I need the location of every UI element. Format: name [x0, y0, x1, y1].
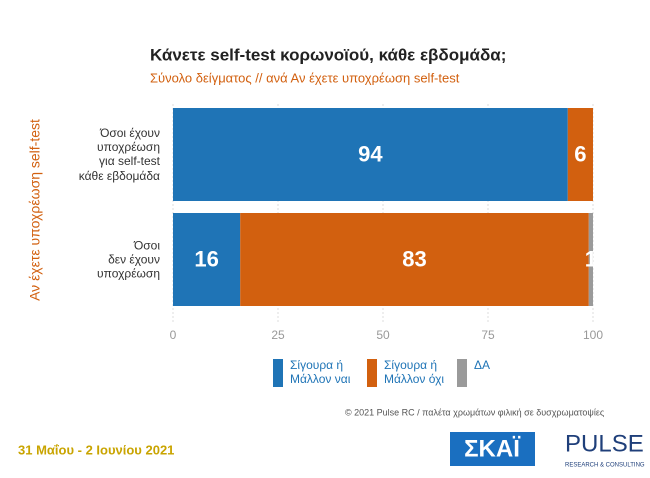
date: 31 Μαΐου - 2 Ιουνίου 2021 — [18, 442, 174, 457]
logo-sub: RESEARCH & CONSULTING — [565, 463, 645, 469]
legend-swatch — [367, 359, 377, 387]
logo-box — [450, 432, 535, 466]
x-tick-label: 0 — [170, 328, 177, 342]
bar-segment — [240, 213, 589, 306]
x-tick-label: 50 — [376, 328, 390, 342]
logo-pulse: PULSE — [565, 430, 644, 457]
bar-segment — [588, 213, 593, 306]
x-tick-label: 100 — [583, 328, 603, 342]
logo-skai: ΣΚΑΪ — [464, 435, 521, 462]
chart-title: Κάνετε self-test κορωνοϊού, κάθε εβδομάδ… — [150, 45, 506, 64]
chart-subtitle: Σύνολο δείγματος // ανά Αν έχετε υποχρέω… — [150, 70, 460, 85]
legend-swatch — [457, 359, 467, 387]
bar-segment — [567, 108, 593, 201]
category-label: Όσοι δεν έχουν υποχρέωση — [97, 237, 160, 281]
legend-swatch — [273, 359, 283, 387]
data-label: 83 — [402, 246, 426, 271]
data-label: 16 — [194, 246, 218, 271]
data-label: 6 — [574, 141, 586, 166]
legend-label: Σίγουρα ή Μάλλον όχι — [384, 358, 445, 387]
bar-segment — [173, 213, 241, 306]
bar-segment — [173, 108, 568, 201]
legend-label: Σίγουρα ή Μάλλον ναι — [290, 358, 351, 387]
category-label: Όσοι έχουν υποχρέωση για self-test κάθε … — [78, 125, 160, 183]
data-label: 1 — [585, 246, 597, 271]
x-tick-label: 75 — [481, 328, 495, 342]
footnote: © 2021 Pulse RC / παλέτα χρωμάτων φιλική… — [345, 407, 605, 417]
x-tick-label: 25 — [271, 328, 285, 342]
y-axis-title: Αν έχετε υποχρέωση self-test — [27, 119, 43, 301]
legend-label: ΔΑ — [474, 358, 491, 372]
data-label: 94 — [358, 141, 383, 166]
